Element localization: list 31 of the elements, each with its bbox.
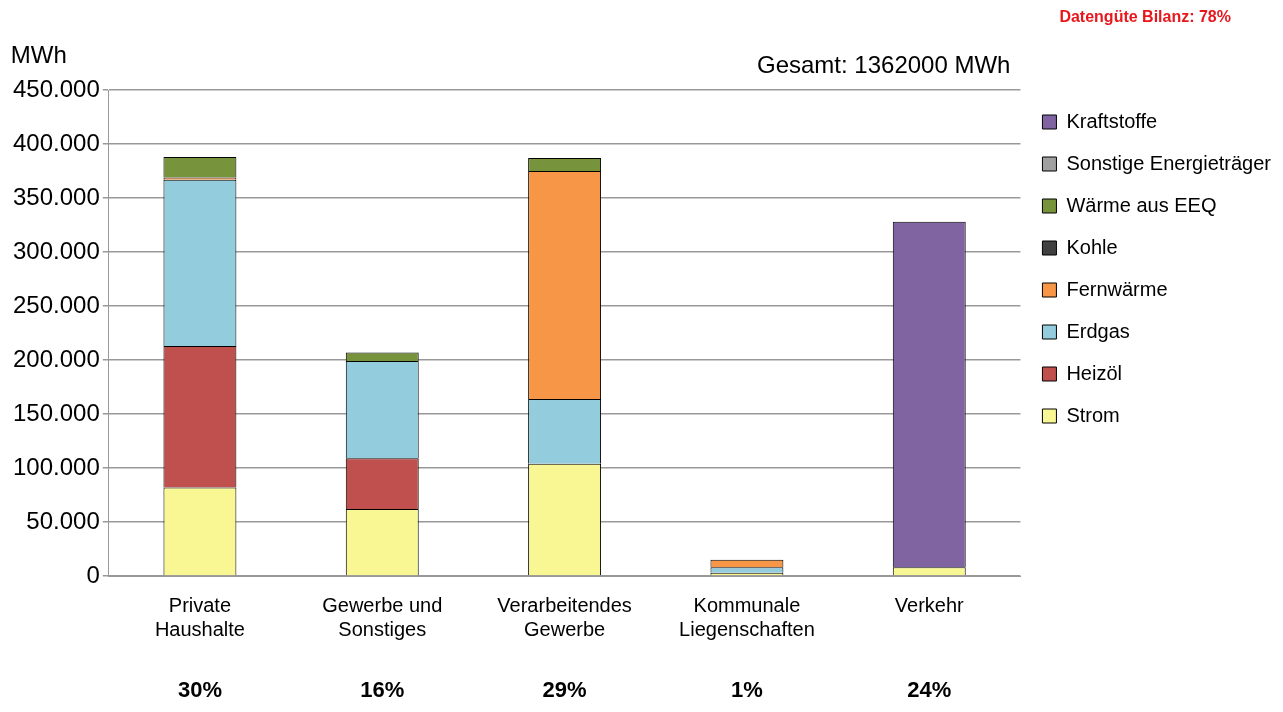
- legend-label: Strom: [1066, 403, 1120, 426]
- x-tick-label: Private Haushalte: [154, 593, 245, 640]
- text: 1%: [731, 677, 763, 703]
- text: Datengüte Bilanz: 78%: [1059, 8, 1231, 26]
- y-tick-label: 100.000: [12, 452, 100, 480]
- y-tick-label: 350.000: [12, 182, 100, 210]
- y-tick-label: 400.000: [12, 128, 100, 156]
- text: 29%: [542, 677, 587, 703]
- y-tick-label: 450.000: [12, 74, 100, 102]
- text: 16%: [360, 677, 405, 703]
- text: Gesamt: 1362000 MWh: [756, 50, 1011, 78]
- legend-label: Sonstige Energieträger: [1066, 151, 1272, 174]
- y-tick-label: 200.000: [12, 344, 100, 372]
- legend-label: Erdgas: [1066, 319, 1130, 342]
- text: 30%: [177, 677, 222, 703]
- x-tick-label: Gewerbe und Sonstiges: [322, 593, 443, 640]
- y-tick-label: 50.000: [26, 506, 100, 534]
- y-tick-label: 0: [86, 560, 100, 588]
- text: 24%: [907, 677, 952, 703]
- legend-label: Wärme aus EEQ: [1066, 193, 1217, 216]
- x-tick-label: Verarbeitendes Gewerbe: [497, 593, 632, 640]
- y-tick-label: 300.000: [12, 236, 100, 264]
- y-axis-title: MWh: [10, 40, 67, 68]
- y-tick-label: 150.000: [12, 398, 100, 426]
- x-tick-label: Verkehr: [894, 593, 965, 616]
- legend-label: Heizöl: [1066, 361, 1123, 384]
- legend-label: Kohle: [1066, 235, 1118, 258]
- legend-label: Fernwärme: [1066, 277, 1168, 300]
- x-tick-label: Kommunale Liegenschaften: [679, 593, 815, 640]
- y-tick-label: 250.000: [12, 290, 100, 318]
- legend-label: Kraftstoffe: [1066, 109, 1158, 132]
